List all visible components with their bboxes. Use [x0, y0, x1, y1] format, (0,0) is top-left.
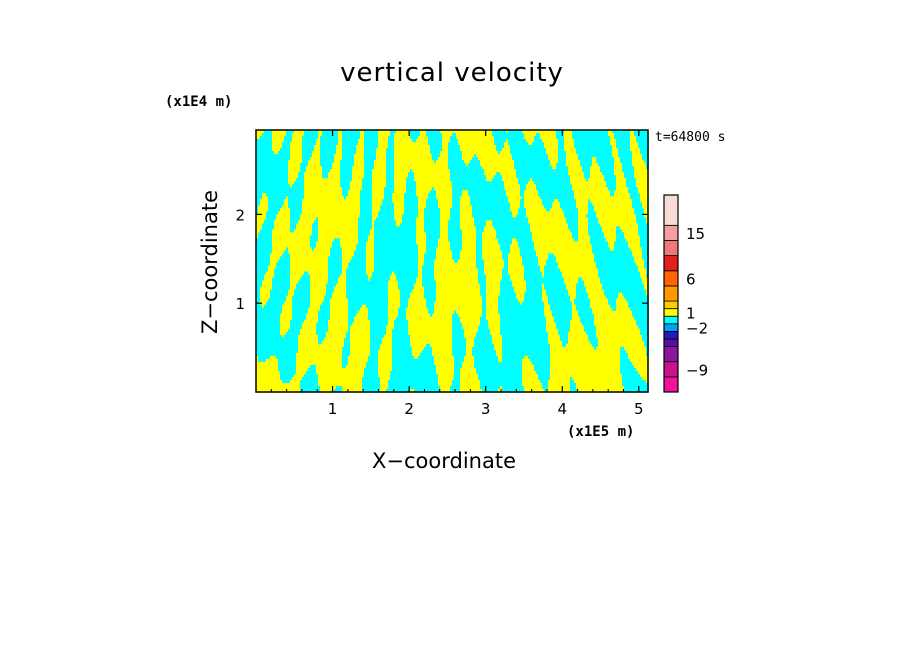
colorbar [663, 194, 679, 393]
colorbar-label: −2 [686, 320, 708, 338]
colorbar-band [663, 338, 679, 347]
colorbar-band [663, 308, 679, 317]
y-tick-label: 2 [235, 206, 245, 224]
x-tick-label: 4 [557, 400, 567, 418]
colorbar-label: 6 [686, 270, 696, 288]
colorbar-band [663, 224, 679, 241]
colorbar-band [663, 323, 679, 332]
chart-title: vertical velocity [340, 58, 564, 88]
colorbar-label: 15 [686, 225, 705, 243]
colorbar-band [663, 300, 679, 310]
x-tick-label: 5 [634, 400, 644, 418]
x-axis-unit: (x1E5 m) [567, 424, 635, 440]
colorbar-band [663, 376, 679, 393]
colorbar-band [663, 361, 679, 378]
colorbar-band [663, 255, 679, 272]
colorbar-band [663, 346, 679, 363]
heatmap-field [256, 130, 649, 393]
y-tick-label: 1 [235, 295, 245, 313]
colorbar-label: −9 [686, 361, 708, 379]
colorbar-frame [663, 194, 679, 393]
x-axis-label: X−coordinate [372, 449, 516, 473]
colorbar-band [663, 285, 679, 302]
colorbar-band [663, 270, 679, 287]
y-axis-unit: (x1E4 m) [165, 94, 233, 110]
plot-frame [255, 129, 649, 393]
time-label: t=64800 s [655, 130, 726, 145]
colorbar-band [663, 315, 679, 325]
colorbar-band [663, 330, 679, 340]
x-tick-label: 3 [481, 400, 491, 418]
colorbar-band [663, 194, 679, 226]
x-tick-label: 1 [328, 400, 338, 418]
colorbar-band [663, 240, 679, 257]
x-tick-label: 2 [404, 400, 414, 418]
colorbar-label: 1 [686, 304, 696, 322]
